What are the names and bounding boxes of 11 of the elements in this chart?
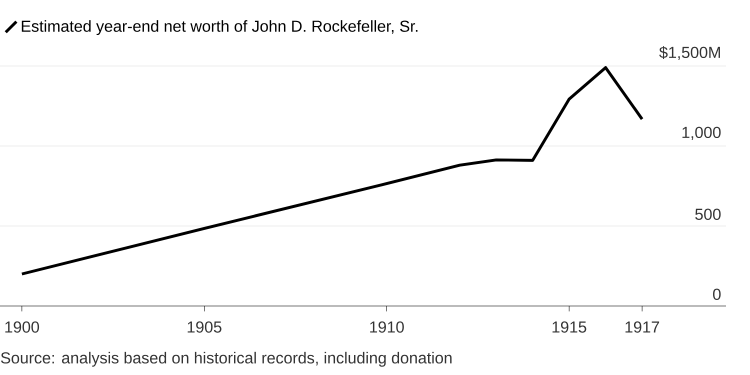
x-tick-label: 1917 <box>626 321 660 333</box>
source-note: Source: analysis based on historical records, including donation <box>1 352 452 367</box>
y-tick-label: 1,000 <box>682 126 721 140</box>
x-tick-label: 1910 <box>370 321 404 333</box>
x-tick-label: 1915 <box>552 321 586 333</box>
y-tick-label: $1,500M <box>659 46 720 60</box>
x-tick-label: 1905 <box>188 321 222 333</box>
y-tick-label: 500 <box>695 208 721 220</box>
x-tick-label: 1900 <box>5 321 40 333</box>
legend-label: Estimated year-end net worth of John D. Rockefeller, Sr. <box>22 20 418 36</box>
y-tick-label: 0 <box>713 288 721 300</box>
